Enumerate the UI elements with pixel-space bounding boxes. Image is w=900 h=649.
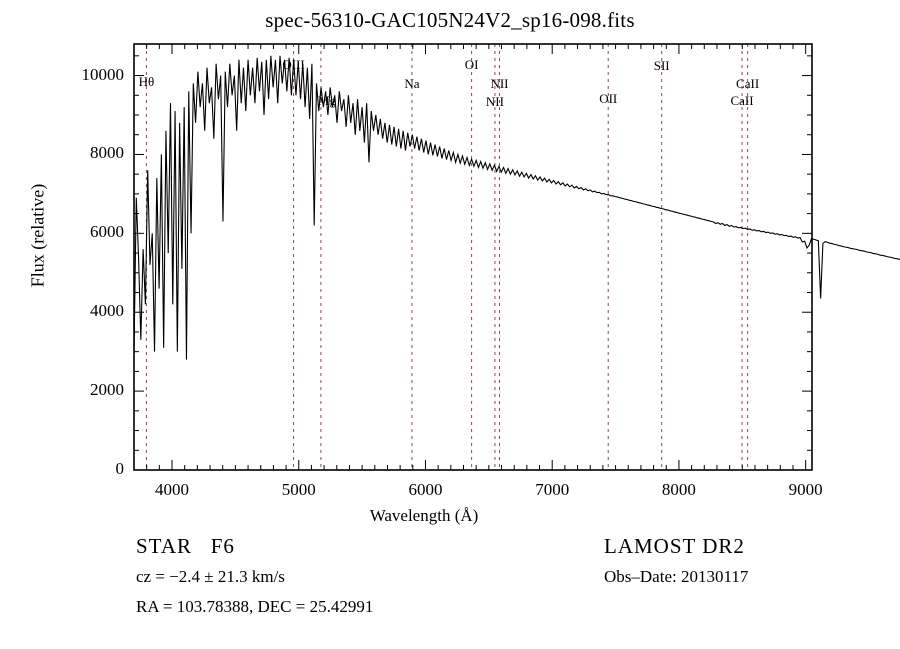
y-tick-label-0: 0 [115, 459, 125, 478]
radial-velocity: cz = −2.4 ± 21.3 km/s [136, 567, 285, 586]
spectral-line-label-OII: OII [599, 91, 618, 106]
chart-svg [133, 43, 900, 471]
survey-name: LAMOST DR2 [604, 534, 745, 558]
object-type: STAR [136, 534, 192, 558]
spectral-line-label-OIII: OIII [282, 57, 305, 72]
x-tick-label-8000: 8000 [661, 480, 696, 499]
x-tick-label-6000: 6000 [408, 480, 443, 499]
object-type-class: STAR F6 [136, 534, 235, 559]
spectral-class: F6 [210, 534, 235, 558]
spectral-line-label-CaII: CaII [730, 93, 754, 108]
spectral-line-label-Na: Na [404, 76, 420, 91]
axis-ticks [134, 44, 812, 471]
x-tick-label-5000: 5000 [281, 480, 316, 499]
y-tick-label-4000: 4000 [90, 301, 124, 321]
x-tick-label-9000: 9000 [788, 480, 823, 499]
spectral-line-label-CaII: CaII [736, 76, 760, 91]
x-tick-label-7000: 7000 [535, 480, 570, 499]
spectral-line-label-NII: NII [490, 76, 509, 91]
spectral-line-label-SII: SII [653, 58, 670, 73]
page-title: spec-56310-GAC105N24V2_sp16-098.fits [265, 8, 635, 32]
y-tick-label-6000: 6000 [90, 222, 124, 242]
y-tick-label-8000: 8000 [90, 143, 124, 163]
spectrum-trace [133, 55, 900, 360]
y-tick-label-2000: 2000 [90, 380, 124, 400]
y-axis-label: Flux (relative) [27, 183, 48, 288]
spectral-line-label-H: Hθ [138, 74, 155, 89]
x-axis-label: Wavelength (Å) [369, 506, 479, 525]
y-tick-label-10000: 10000 [81, 64, 125, 84]
plot-frame [133, 43, 813, 471]
metadata-footer: STAR F6 cz = −2.4 ± 21.3 km/s RA = 103.7… [0, 520, 900, 649]
coordinates: RA = 103.78388, DEC = 25.42991 [136, 597, 374, 616]
x-tick-label-4000: 4000 [155, 480, 190, 499]
spectral-line-label-Mg: Mg [317, 93, 336, 108]
spectral-line-label-OI: OI [464, 57, 479, 72]
obs-date: Obs–Date: 20130117 [604, 567, 749, 586]
spectrum-chart: 4000 5000 6000 7000 8000 9000 0 2000 4000 6000 800… [27, 43, 900, 525]
spectral-line-label-NII: NII [485, 94, 504, 109]
